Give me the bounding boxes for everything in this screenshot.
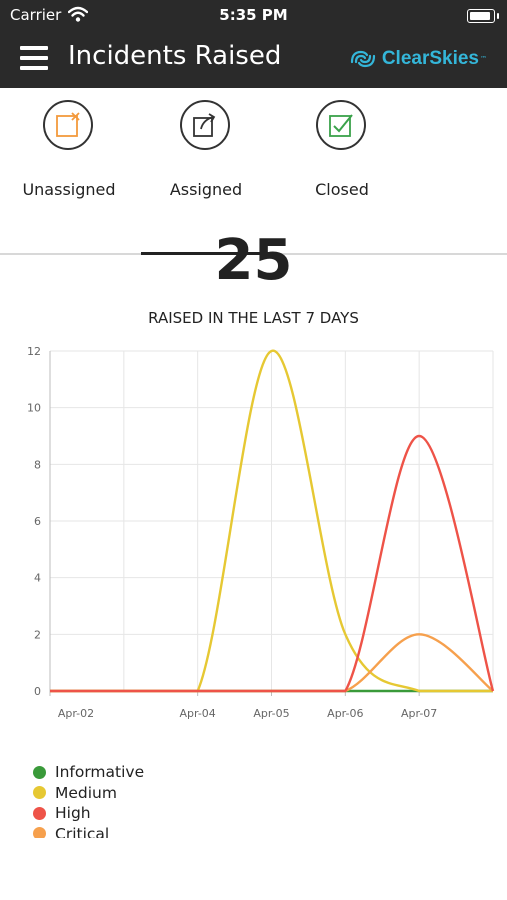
x-tick-label: Apr-06: [327, 707, 363, 720]
status-bar: Carrier 5:35 PM: [0, 0, 507, 32]
brand-trademark: ™: [480, 55, 487, 63]
status-tabs: Unassigned Assigned Closed: [0, 88, 507, 255]
y-tick-label: 4: [34, 572, 41, 585]
legend-item[interactable]: Medium: [33, 783, 144, 804]
incidents-line-chart: 0 2 4 6 8 10 12 Apr-02 Apr-04 Apr-05 Apr-06 Apr-07: [27, 345, 495, 720]
y-tick-label: 8: [34, 458, 41, 471]
tab-label-assigned: Assigned: [169, 180, 243, 199]
y-tick-label: 2: [34, 628, 41, 641]
y-tick-label: 10: [27, 402, 41, 415]
series-line-high: [50, 434, 495, 693]
chart-axes: 0 2 4 6 8 10 12 Apr-02 Apr-04 Apr-05 Apr-06 Apr-07: [27, 345, 493, 720]
legend-label: High: [55, 804, 91, 823]
y-tick-label: 0: [34, 685, 41, 698]
legend-dot: [33, 786, 46, 800]
tab-label-closed: Closed: [315, 180, 369, 199]
tab-closed[interactable]: Closed: [277, 88, 407, 208]
legend-dot: [33, 827, 46, 838]
clearskies-logo-icon: [350, 50, 375, 68]
carrier-label: Carrier: [10, 6, 62, 24]
closed-icon: [316, 100, 366, 150]
legend-label: Medium: [55, 783, 117, 802]
legend-dot: [33, 806, 46, 820]
nav-bar: Incidents Raised ClearSkies ™: [0, 32, 507, 88]
y-tick-label: 12: [27, 345, 41, 358]
wifi-icon: [67, 6, 89, 26]
chart-series: [50, 349, 495, 693]
unassigned-icon: [43, 100, 93, 150]
legend-item[interactable]: Informative: [33, 762, 144, 783]
incident-count: 25: [214, 228, 293, 293]
x-tick-label: Apr-07: [401, 707, 437, 720]
assigned-icon: [180, 100, 230, 150]
clock: 5:35 PM: [219, 6, 288, 24]
legend-item[interactable]: Critical: [33, 824, 144, 838]
y-tick-label: 6: [34, 515, 41, 528]
x-tick-label: Apr-04: [180, 707, 216, 720]
selected-tab-indicator: [141, 252, 270, 255]
tab-assigned[interactable]: Assigned: [141, 88, 271, 208]
count-caption: RAISED IN THE LAST 7 DAYS: [148, 309, 359, 327]
chart-legend: Informative Medium High Critical: [33, 762, 144, 838]
x-tick-label: Apr-05: [253, 707, 289, 720]
x-tick-label: Apr-02: [58, 707, 94, 720]
brand-name: ClearSkies: [381, 48, 479, 69]
brand-logo: ClearSkies ™: [348, 46, 487, 72]
legend-label: Informative: [55, 763, 145, 782]
page-title: Incidents Raised: [68, 41, 282, 71]
chart-grid: [49, 350, 494, 692]
battery-icon: [467, 9, 499, 23]
legend-dot: [33, 765, 46, 779]
menu-icon[interactable]: [20, 46, 48, 72]
legend-item[interactable]: High: [33, 803, 144, 824]
tab-unassigned[interactable]: Unassigned: [4, 88, 134, 208]
tab-label-unassigned: Unassigned: [22, 180, 116, 199]
legend-label: Critical: [55, 824, 110, 838]
